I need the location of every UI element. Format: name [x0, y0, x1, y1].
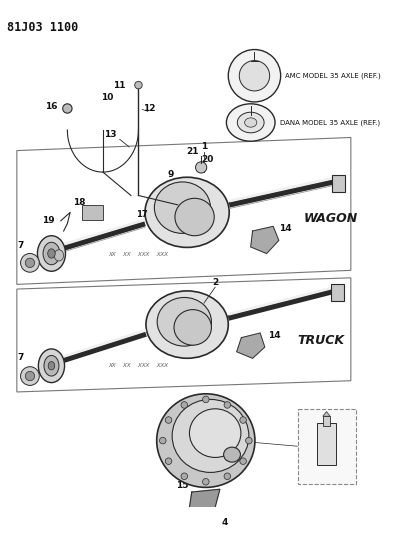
- Text: 18: 18: [73, 198, 86, 207]
- Circle shape: [165, 417, 172, 423]
- Text: 14: 14: [279, 224, 292, 233]
- Circle shape: [181, 402, 188, 408]
- Ellipse shape: [43, 243, 60, 265]
- Ellipse shape: [38, 349, 64, 383]
- Ellipse shape: [245, 118, 257, 127]
- Bar: [332, 175, 345, 192]
- Ellipse shape: [175, 198, 214, 236]
- Circle shape: [246, 438, 252, 444]
- Circle shape: [239, 61, 270, 91]
- Circle shape: [196, 162, 207, 173]
- Circle shape: [21, 367, 39, 385]
- Text: 81J03 1100: 81J03 1100: [8, 21, 79, 35]
- Text: TRUCK: TRUCK: [297, 334, 344, 347]
- Circle shape: [228, 50, 281, 102]
- Polygon shape: [187, 489, 220, 525]
- Text: XX  XX  XXX  XXX: XX XX XXX XXX: [109, 252, 168, 257]
- Text: 6: 6: [223, 472, 229, 481]
- Circle shape: [135, 82, 142, 89]
- Text: 4: 4: [221, 519, 228, 528]
- Text: 20: 20: [201, 156, 214, 165]
- Text: WAGON: WAGON: [304, 212, 358, 225]
- Text: 19: 19: [42, 216, 55, 225]
- Text: 1: 1: [201, 142, 207, 151]
- Bar: [323, 416, 330, 426]
- Circle shape: [203, 396, 209, 403]
- Circle shape: [25, 258, 35, 268]
- Ellipse shape: [172, 399, 249, 472]
- Text: 7: 7: [17, 353, 24, 362]
- Text: 10: 10: [102, 93, 114, 102]
- Text: 13: 13: [104, 130, 117, 139]
- Bar: [331, 285, 344, 301]
- Circle shape: [165, 458, 172, 464]
- Polygon shape: [251, 227, 279, 254]
- Ellipse shape: [154, 182, 211, 233]
- Ellipse shape: [145, 177, 229, 247]
- Text: DANA MODEL 35 AXLE (REF.): DANA MODEL 35 AXLE (REF.): [280, 119, 380, 126]
- Circle shape: [203, 479, 209, 485]
- Text: 2: 2: [212, 278, 218, 287]
- Text: XX  XX  XXX  XXX: XX XX XXX XXX: [109, 362, 168, 368]
- Ellipse shape: [54, 250, 64, 261]
- Text: 15: 15: [176, 481, 189, 490]
- Ellipse shape: [226, 104, 275, 141]
- Circle shape: [224, 473, 231, 480]
- Ellipse shape: [157, 394, 255, 487]
- Ellipse shape: [48, 249, 55, 258]
- Polygon shape: [237, 333, 265, 358]
- Text: 8: 8: [167, 183, 173, 192]
- Polygon shape: [323, 411, 330, 416]
- Ellipse shape: [157, 297, 211, 346]
- Bar: [297, 409, 356, 483]
- Ellipse shape: [224, 447, 241, 462]
- Circle shape: [160, 438, 166, 444]
- Text: 11: 11: [113, 80, 126, 90]
- Text: AMC MODEL 35 AXLE (REF.): AMC MODEL 35 AXLE (REF.): [285, 72, 381, 79]
- Ellipse shape: [38, 236, 66, 271]
- Ellipse shape: [146, 291, 228, 358]
- Bar: [82, 205, 103, 220]
- Text: 14: 14: [267, 332, 280, 341]
- Ellipse shape: [44, 356, 59, 376]
- Text: 16: 16: [45, 102, 58, 111]
- Ellipse shape: [174, 310, 211, 345]
- Text: 9: 9: [167, 171, 173, 180]
- Circle shape: [181, 473, 188, 480]
- Circle shape: [25, 372, 35, 381]
- Text: 12: 12: [143, 104, 156, 113]
- Text: 21: 21: [186, 147, 199, 156]
- Circle shape: [240, 458, 246, 464]
- Text: 17: 17: [136, 209, 148, 219]
- Circle shape: [240, 417, 246, 423]
- Circle shape: [21, 254, 39, 272]
- Bar: [317, 423, 336, 465]
- Circle shape: [63, 104, 72, 113]
- Text: 3: 3: [324, 469, 330, 478]
- Text: 5: 5: [235, 443, 242, 453]
- Ellipse shape: [190, 409, 241, 457]
- Ellipse shape: [237, 112, 264, 133]
- Ellipse shape: [48, 361, 55, 370]
- Text: 7: 7: [17, 240, 24, 249]
- Circle shape: [224, 402, 231, 408]
- Text: 17: 17: [155, 209, 167, 219]
